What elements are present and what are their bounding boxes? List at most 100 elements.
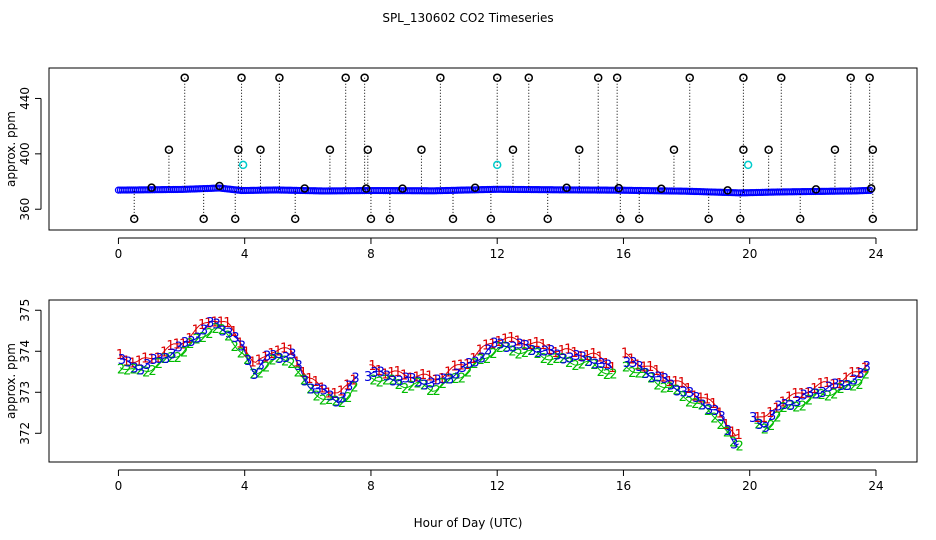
upper-outlier-mid-point	[739, 145, 748, 154]
lower-series-2-point: 2	[540, 352, 548, 367]
lower-series-1-point: 1	[198, 318, 206, 333]
lower-series-2-point: 2	[180, 345, 188, 360]
lower-series-3-point: 3	[762, 421, 770, 436]
lower-series-2-point: 2	[174, 351, 182, 366]
lower-series-3-point: 3	[572, 349, 580, 364]
lower-series-3-point: 3	[856, 367, 864, 382]
lower-series-2-point: 2	[571, 359, 579, 374]
lower-series-3-point: 3	[440, 373, 448, 388]
lower-series-3-point: 3	[553, 349, 561, 364]
lower-series-2-line	[754, 368, 869, 429]
lower-series-3-point: 3	[244, 354, 252, 369]
upper-outlier-high-point	[593, 73, 603, 82]
lower-series-3-point: 3	[351, 372, 359, 387]
upper-outlier-low-point	[290, 214, 300, 224]
lower-series-3-point: 3	[534, 346, 542, 361]
lower-series-1-point: 1	[735, 428, 743, 443]
lower-series-2-point: 2	[799, 399, 807, 414]
lower-series-1-point: 1	[236, 337, 244, 352]
lower-series-2-point: 2	[603, 368, 611, 383]
lower-series-2-point: 2	[502, 340, 510, 355]
lower-series-3-point: 3	[345, 380, 353, 395]
lower-series-2-point: 2	[653, 378, 661, 393]
lower-y-tick-label: 373	[18, 381, 32, 404]
lower-x-tick-label: 4	[241, 479, 249, 493]
lower-series-2-line	[119, 327, 358, 404]
lower-series-1-point: 1	[608, 361, 616, 376]
upper-outlier-high-point	[739, 73, 748, 82]
lower-series-3-point: 3	[307, 383, 315, 398]
lower-series-1-point: 1	[267, 347, 275, 362]
lower-series-3-point: 3	[124, 355, 132, 370]
lower-series-2-point: 2	[508, 344, 516, 359]
lower-series-3-point: 3	[812, 387, 820, 402]
upper-baseline-outlier-point	[361, 184, 371, 193]
lower-series-3-point: 3	[219, 324, 227, 339]
lower-series-3-point: 3	[831, 378, 839, 393]
lower-series-1-point: 1	[514, 334, 522, 349]
lower-series-2-point: 2	[420, 379, 428, 394]
lower-series-1-point: 1	[539, 338, 547, 353]
lower-series-3-point: 3	[623, 356, 631, 371]
lower-series-1-point: 1	[173, 338, 181, 353]
upper-baseline-outlier-point	[215, 181, 224, 191]
lower-series-2-point: 2	[786, 399, 794, 414]
lower-series-1-point: 1	[242, 346, 250, 361]
upper-cyan-point	[743, 160, 753, 170]
lower-series-3-point: 3	[320, 384, 328, 399]
lower-series-3-point: 3	[295, 359, 303, 374]
lower-series-2-point: 2	[313, 389, 321, 404]
lower-series-3-point: 3	[377, 365, 385, 380]
lower-series-3-point: 3	[661, 372, 669, 387]
lower-series-2-point: 2	[275, 351, 283, 366]
lower-series-1-point: 1	[640, 360, 648, 375]
lower-series-2-point: 2	[325, 393, 333, 408]
lower-series-1-point: 1	[848, 366, 856, 381]
lower-series-1-point: 1	[703, 392, 711, 407]
lower-series-2-point: 2	[129, 363, 137, 378]
lower-series-3-point: 3	[497, 337, 505, 352]
lower-series-2-point: 2	[717, 418, 725, 433]
upper-outlier-high-point	[360, 73, 369, 82]
lower-series-3-point: 3	[490, 336, 498, 351]
lower-series-2-point: 2	[584, 355, 592, 370]
lower-series-3-point: 3	[635, 360, 643, 375]
lower-x-tick-label: 24	[868, 479, 883, 493]
lower-series-3-point: 3	[364, 370, 372, 385]
lower-series-3-point: 3	[168, 348, 176, 363]
upper-outlier-low-point	[634, 214, 644, 224]
lower-series-3-point: 3	[137, 363, 145, 378]
upper-outlier-low-point	[735, 214, 745, 224]
lower-series-3-point: 3	[433, 373, 441, 388]
lower-series-3-point: 3	[522, 339, 530, 354]
lower-series-2-point: 2	[142, 365, 150, 380]
lower-series-2-point: 2	[243, 353, 251, 368]
lower-series-3-point: 3	[711, 404, 719, 419]
lower-series-2-point: 2	[451, 372, 459, 387]
lower-series-3-point: 3	[541, 344, 549, 359]
lower-series-2-point: 2	[780, 401, 788, 416]
lower-series-1-point: 1	[678, 376, 686, 391]
upper-outlier-low-point	[543, 214, 552, 224]
lower-series-2-point: 2	[855, 378, 863, 393]
lower-series-2-point: 2	[805, 393, 813, 408]
lower-series-1-point: 1	[602, 357, 610, 372]
upper-outlier-low-point	[448, 214, 458, 224]
lower-series-1-point: 1	[147, 353, 155, 368]
lower-series-2-point: 2	[458, 371, 466, 386]
lower-series-1-point: 1	[836, 377, 844, 392]
lower-series-1-point: 1	[406, 372, 414, 387]
lower-series-1-point: 1	[135, 354, 143, 369]
lower-series-2-point: 2	[199, 331, 207, 346]
lower-series-3-point: 3	[863, 360, 871, 375]
lower-series-2-point: 2	[754, 418, 762, 433]
lower-series-1-point: 1	[798, 387, 806, 402]
lower-series-3-point: 3	[547, 344, 555, 359]
lower-series-3-point: 3	[705, 403, 713, 418]
lower-series-2-point: 2	[388, 373, 396, 388]
upper-marks	[114, 73, 878, 224]
lower-series-1-point: 1	[122, 354, 130, 369]
lower-series-3-point: 3	[194, 331, 202, 346]
lower-series-1-point: 1	[400, 368, 408, 383]
lower-series-1-point: 1	[697, 392, 705, 407]
